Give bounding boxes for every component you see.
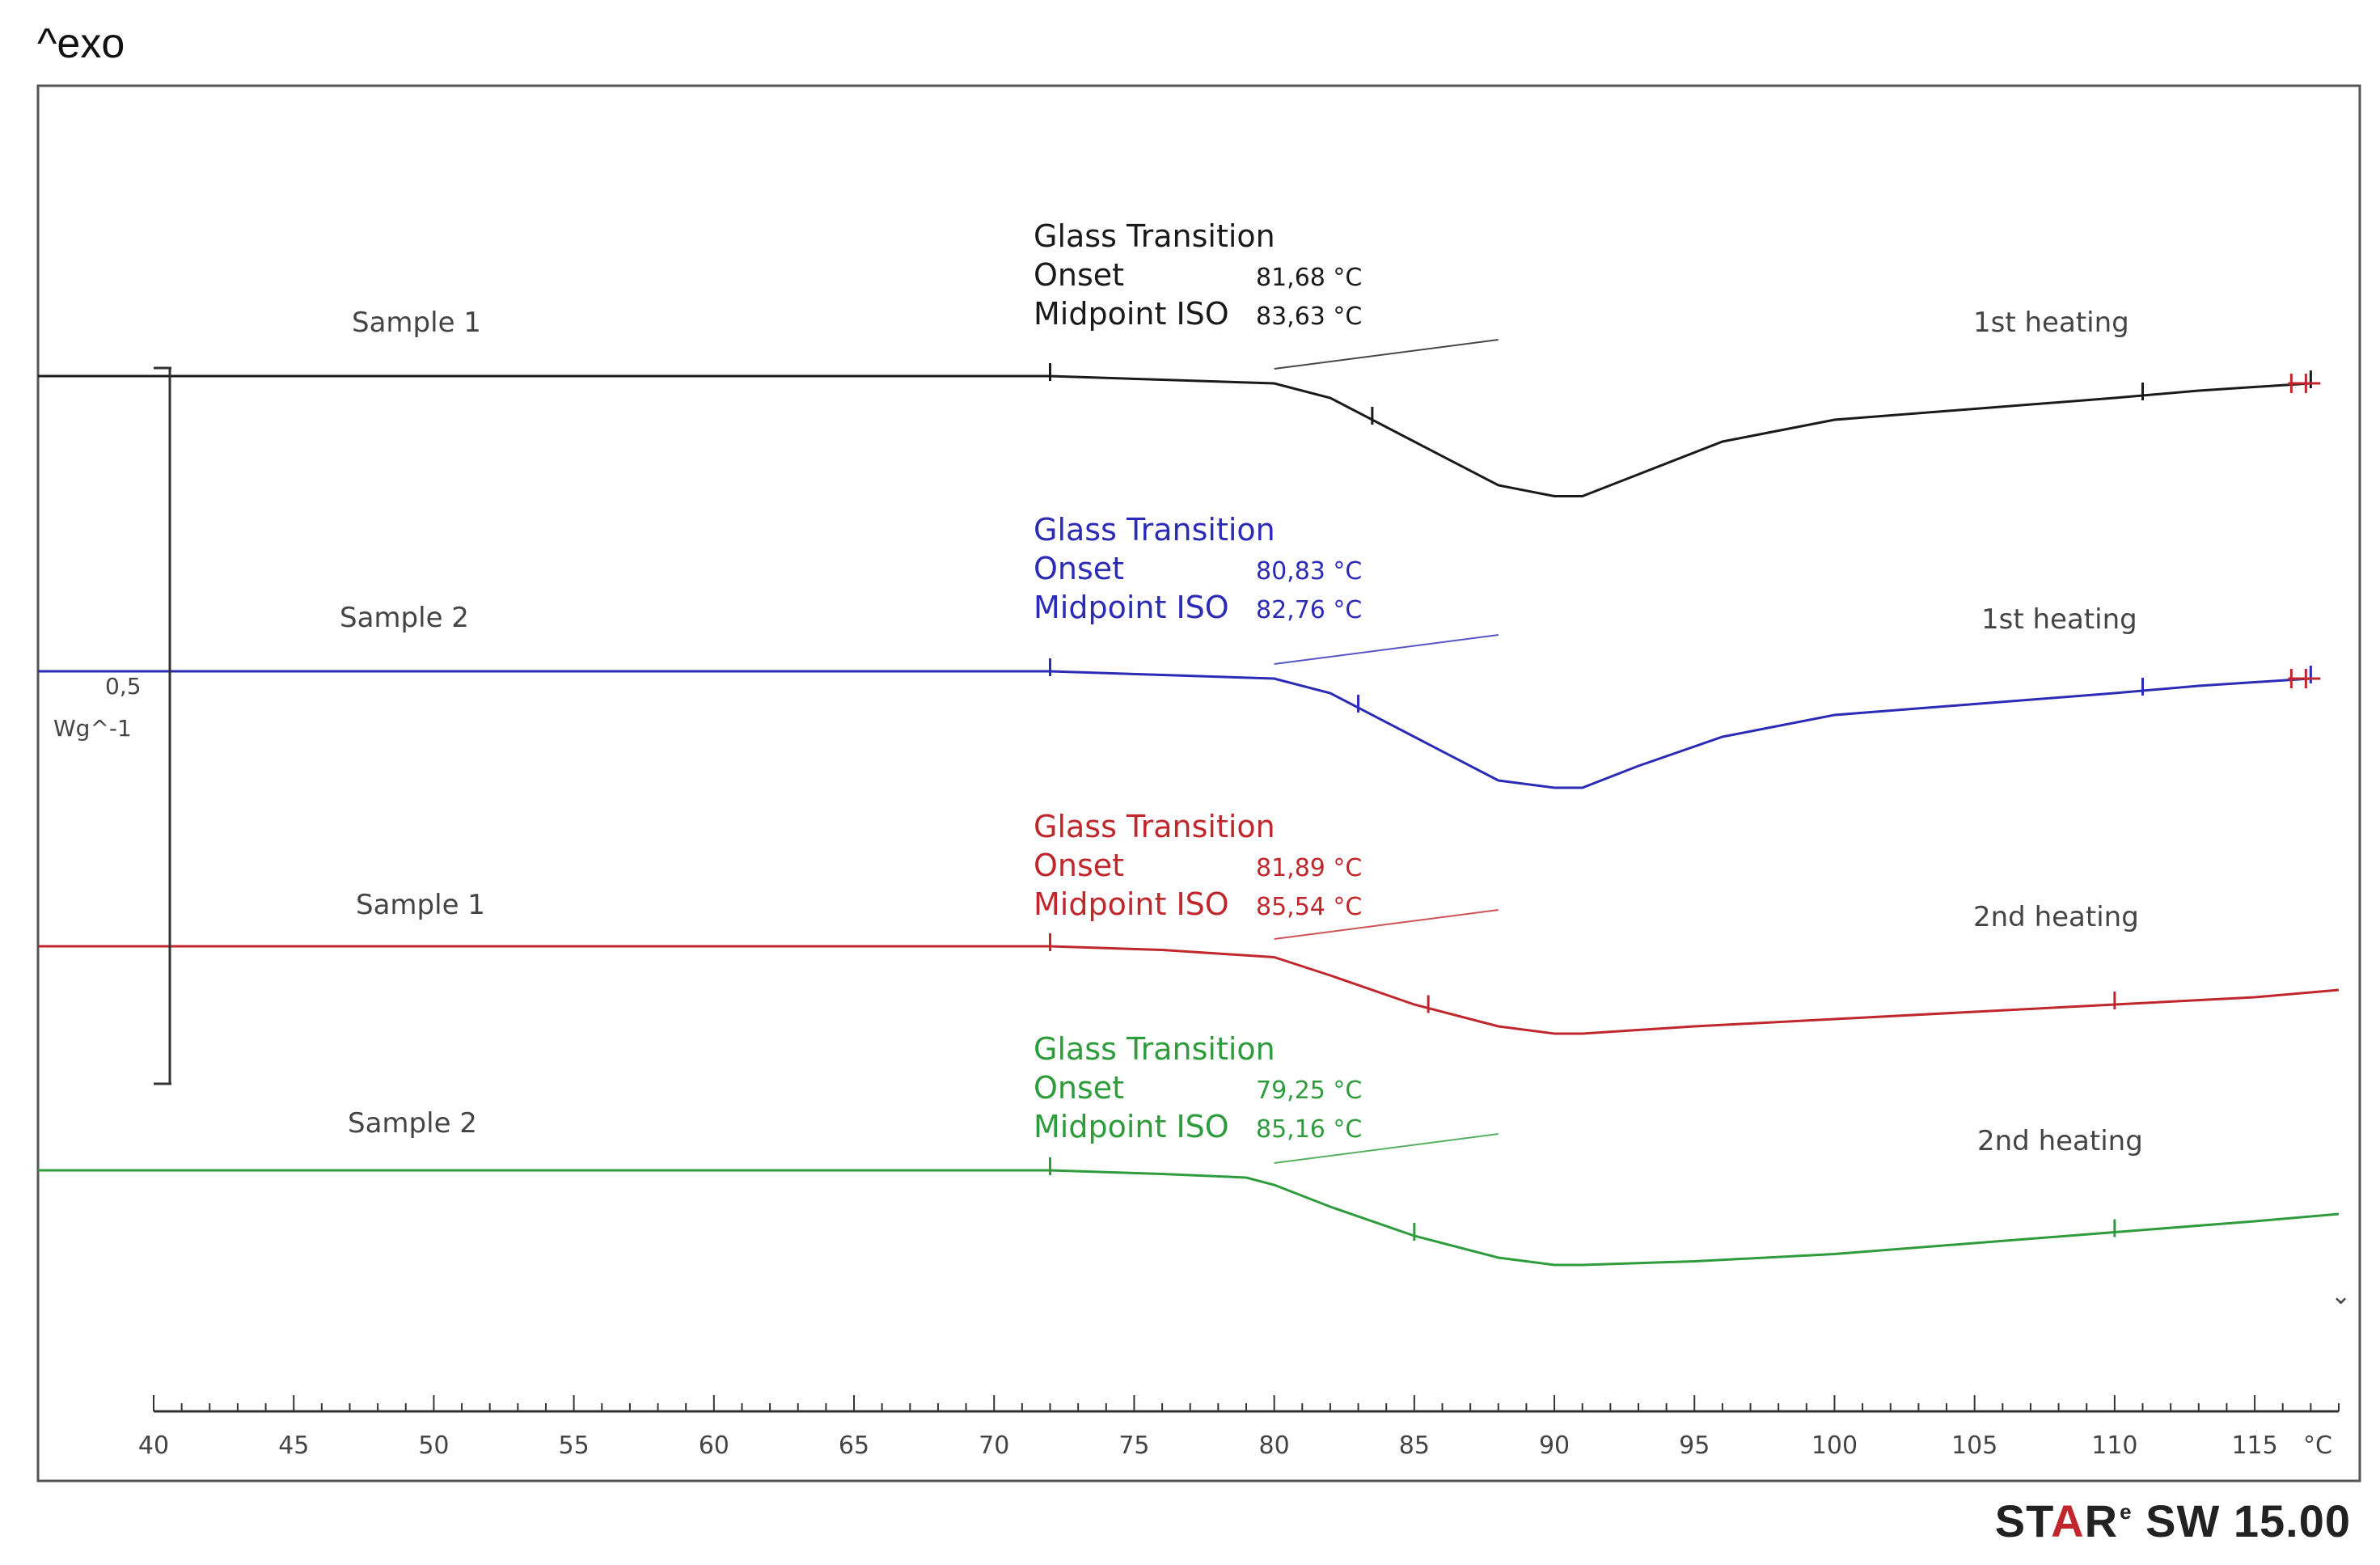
annotation-midpoint-value-4: 85,16 °C: [1256, 1115, 1362, 1144]
sample-label-3: Sample 1: [356, 889, 485, 921]
x-tick-label: 65: [839, 1432, 869, 1460]
x-tick-label: 105: [1951, 1432, 1997, 1460]
annotation-midpoint-value-2: 82,76 °C: [1256, 596, 1362, 624]
exo-direction-label: ^exo: [37, 20, 125, 67]
tangent-line-3: [1274, 909, 1499, 940]
annotation-midpoint-label-4: Midpoint ISO: [1034, 1109, 1229, 1144]
x-tick-label: 70: [979, 1432, 1009, 1460]
annotation-onset-value-2: 80,83 °C: [1256, 557, 1362, 586]
sample-label-4: Sample 2: [348, 1107, 477, 1140]
annotation-onset-label-3: Onset: [1034, 848, 1124, 883]
software-brand: STARe SW 15.00: [1995, 1495, 2351, 1547]
heating-label-3: 2nd heating: [1973, 901, 2139, 933]
x-tick-label: 50: [418, 1432, 449, 1460]
x-tick-label: 60: [699, 1432, 729, 1460]
annotation-onset-value-4: 79,25 °C: [1256, 1076, 1362, 1105]
sample-label-1: Sample 1: [352, 307, 481, 339]
annotation-onset-label-1: Onset: [1034, 257, 1124, 293]
x-tick-label: 110: [2091, 1432, 2137, 1460]
x-tick-label: 45: [278, 1432, 309, 1460]
tangent-line-1: [1274, 339, 1499, 370]
brand-part1: ST: [1994, 1495, 2052, 1546]
annotation-title-4: Glass Transition: [1034, 1031, 1275, 1067]
annotation-midpoint-label-1: Midpoint ISO: [1034, 296, 1229, 332]
annotation-midpoint-label-3: Midpoint ISO: [1034, 886, 1229, 922]
series-line-4: [38, 1169, 2340, 1267]
scale-bar-unit: Wg^-1: [53, 715, 132, 742]
x-tick-label: 90: [1539, 1432, 1570, 1460]
tangent-line-2: [1274, 634, 1499, 665]
tangent-line-4: [1274, 1133, 1499, 1164]
x-tick-label: 85: [1399, 1432, 1430, 1460]
annotation-midpoint-value-3: 85,54 °C: [1256, 893, 1362, 921]
scale-bar-value: 0,5: [105, 673, 142, 700]
series-layer: [38, 339, 2340, 1267]
annotation-onset-label-2: Onset: [1034, 551, 1124, 586]
annotation-title-2: Glass Transition: [1034, 512, 1275, 548]
x-tick-label: 95: [1679, 1432, 1710, 1460]
brand-part2: R: [2084, 1495, 2119, 1546]
x-tick-label: 40: [138, 1432, 169, 1460]
annotation-onset-value-1: 81,68 °C: [1256, 264, 1362, 292]
scale-bar: 0,5 Wg^-1: [53, 366, 171, 1085]
annotation-title-1: Glass Transition: [1034, 218, 1275, 254]
x-axis: 40 45 50 55 60 65 70 75 80 85 90 95 100 105 110 115 °C: [138, 1395, 2340, 1460]
sample-label-2: Sample 2: [340, 602, 469, 634]
annotation-onset-value-3: 81,89 °C: [1256, 854, 1362, 882]
plot-frame: [36, 84, 2361, 1483]
brand-registered: e: [2120, 1499, 2133, 1524]
annotation-midpoint-label-2: Midpoint ISO: [1034, 590, 1229, 625]
x-tick-label: 55: [559, 1432, 590, 1460]
heating-label-4: 2nd heating: [1977, 1125, 2143, 1157]
x-tick-label: 115: [2231, 1432, 2277, 1460]
x-tick-label: 75: [1118, 1432, 1149, 1460]
series-line-1: [38, 374, 2311, 497]
x-tick-label: 80: [1259, 1432, 1290, 1460]
series-line-3: [38, 945, 2340, 1035]
collapse-chevron-icon: ⌄: [2331, 1282, 2351, 1310]
heating-label-1: 1st heating: [1973, 307, 2129, 339]
annotation-title-3: Glass Transition: [1034, 809, 1275, 844]
annotation-midpoint-value-1: 83,63 °C: [1256, 302, 1362, 331]
heating-label-2: 1st heating: [1981, 603, 2137, 636]
series-line-2: [38, 670, 2311, 789]
x-tick-label: 100: [1811, 1432, 1858, 1460]
x-axis-unit: °C: [2303, 1432, 2332, 1460]
brand-part-red: A: [2051, 1495, 2085, 1546]
annotation-onset-label-4: Onset: [1034, 1070, 1124, 1106]
brand-version: SW 15.00: [2145, 1495, 2351, 1546]
